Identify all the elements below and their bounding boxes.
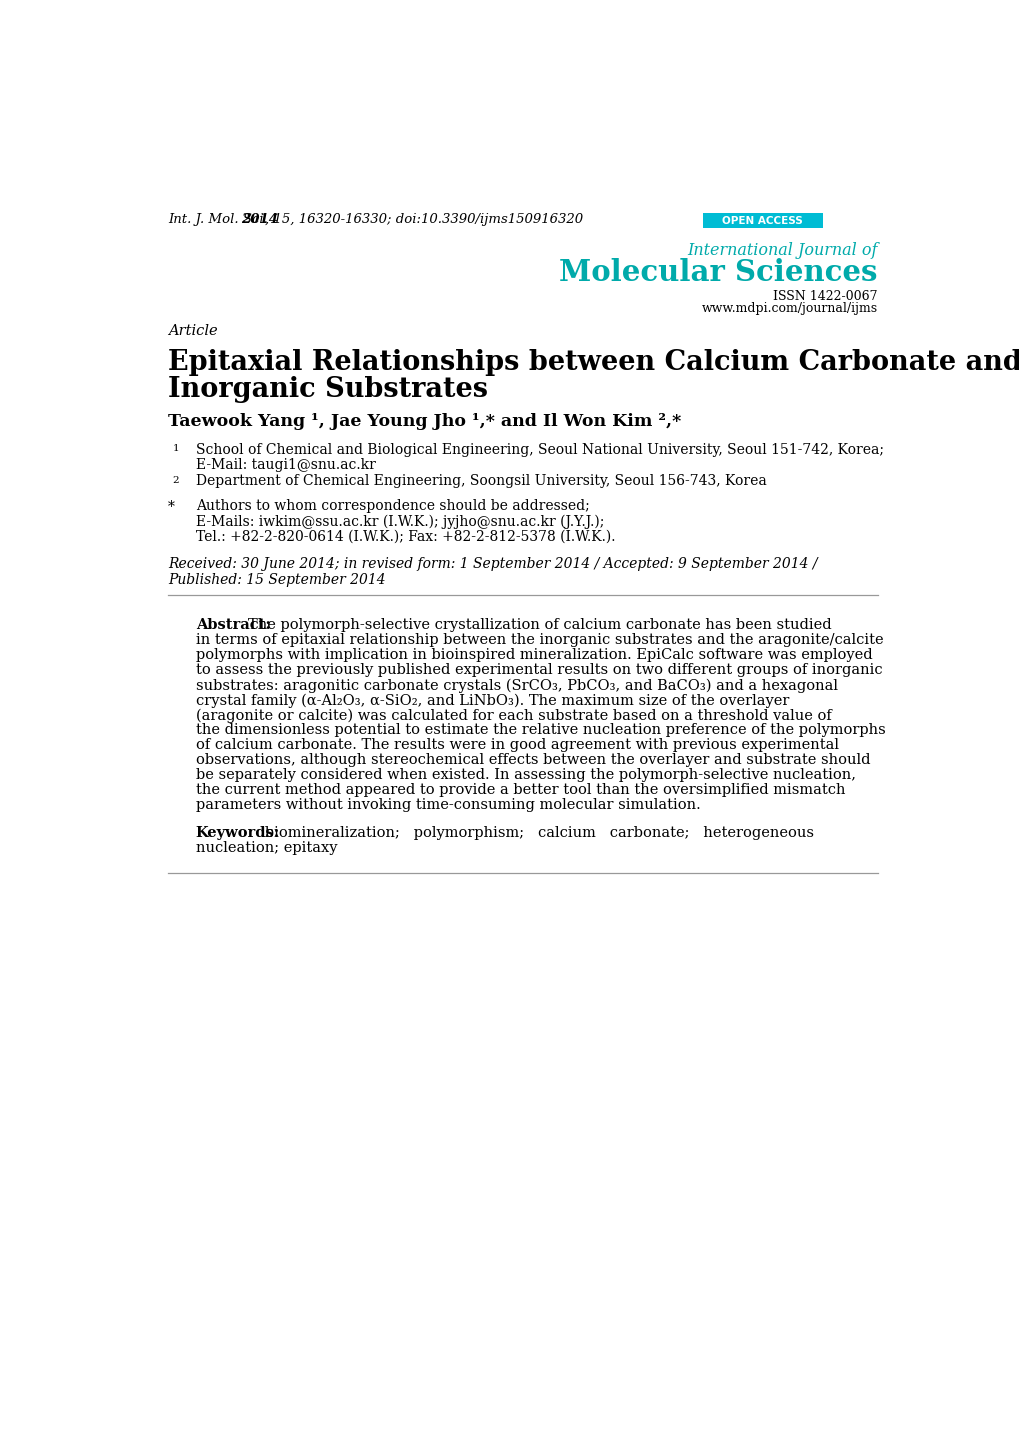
Text: Int. J. Mol. Sci.: Int. J. Mol. Sci. [168,213,272,226]
Text: the current method appeared to provide a better tool than the oversimplified mis: the current method appeared to provide a… [196,783,845,797]
Text: of calcium carbonate. The results were in good agreement with previous experimen: of calcium carbonate. The results were i… [196,738,838,753]
Text: Received: 30 June 2014; in revised form: 1 September 2014 / Accepted: 9 Septembe: Received: 30 June 2014; in revised form:… [168,557,816,571]
Text: Article: Article [168,324,217,337]
Text: Published: 15 September 2014: Published: 15 September 2014 [168,572,385,587]
Text: in terms of epitaxial relationship between the inorganic substrates and the arag: in terms of epitaxial relationship betwe… [196,633,882,647]
Text: *: * [168,500,174,515]
Text: E-Mail: taugi1@snu.ac.kr: E-Mail: taugi1@snu.ac.kr [196,459,375,472]
Text: Epitaxial Relationships between Calcium Carbonate and: Epitaxial Relationships between Calcium … [168,349,1019,375]
Text: The polymorph-selective crystallization of calcium carbonate has been studied: The polymorph-selective crystallization … [249,619,832,632]
FancyBboxPatch shape [702,213,822,228]
Text: observations, although stereochemical effects between the overlayer and substrat: observations, although stereochemical ef… [196,753,869,767]
Text: Tel.: +82-2-820-0614 (I.W.K.); Fax: +82-2-812-5378 (I.W.K.).: Tel.: +82-2-820-0614 (I.W.K.); Fax: +82-… [196,529,614,544]
Text: School of Chemical and Biological Engineering, Seoul National University, Seoul : School of Chemical and Biological Engine… [196,443,882,457]
Text: www.mdpi.com/journal/ijms: www.mdpi.com/journal/ijms [701,301,876,314]
Text: Keywords:: Keywords: [196,826,279,839]
Text: the dimensionless potential to estimate the relative nucleation preference of th: the dimensionless potential to estimate … [196,724,884,737]
Text: parameters without invoking time-consuming molecular simulation.: parameters without invoking time-consumi… [196,799,700,812]
Text: Inorganic Substrates: Inorganic Substrates [168,376,487,404]
Text: crystal family (α-Al₂O₃, α-SiO₂, and LiNbO₃). The maximum size of the overlayer: crystal family (α-Al₂O₃, α-SiO₂, and LiN… [196,694,789,708]
Text: Department of Chemical Engineering, Soongsil University, Seoul 156-743, Korea: Department of Chemical Engineering, Soon… [196,474,765,487]
Text: biomineralization;   polymorphism;   calcium   carbonate;   heterogeneous: biomineralization; polymorphism; calcium… [252,826,814,839]
Text: OPEN ACCESS: OPEN ACCESS [721,216,802,226]
Text: Taewook Yang ¹, Jae Young Jho ¹,* and Il Won Kim ²,*: Taewook Yang ¹, Jae Young Jho ¹,* and Il… [168,414,681,430]
Text: (aragonite or calcite) was calculated for each substrate based on a threshold va: (aragonite or calcite) was calculated fo… [196,708,830,722]
Text: 1: 1 [172,444,179,453]
Text: 2014: 2014 [242,213,278,226]
Text: Authors to whom correspondence should be addressed;: Authors to whom correspondence should be… [196,499,589,513]
Text: Abstract:: Abstract: [196,619,270,632]
Text: to assess the previously published experimental results on two different groups : to assess the previously published exper… [196,663,881,678]
Text: 2: 2 [172,476,179,485]
Text: polymorphs with implication in bioinspired mineralization. EpiCalc software was : polymorphs with implication in bioinspir… [196,647,871,662]
Text: E-Mails: iwkim@ssu.ac.kr (I.W.K.); jyjho@snu.ac.kr (J.Y.J.);: E-Mails: iwkim@ssu.ac.kr (I.W.K.); jyjho… [196,515,603,529]
Text: nucleation; epitaxy: nucleation; epitaxy [196,841,337,855]
Text: International Journal of: International Journal of [687,242,876,260]
Text: ISSN 1422-0067: ISSN 1422-0067 [772,290,876,303]
Text: substrates: aragonitic carbonate crystals (SrCO₃, PbCO₃, and BaCO₃) and a hexago: substrates: aragonitic carbonate crystal… [196,678,837,692]
Text: be separately considered when existed. In assessing the polymorph-selective nucl: be separately considered when existed. I… [196,769,855,782]
Text: , 15, 16320-16330; doi:10.3390/ijms150916320: , 15, 16320-16330; doi:10.3390/ijms15091… [264,213,582,226]
Text: Molecular Sciences: Molecular Sciences [558,258,876,287]
